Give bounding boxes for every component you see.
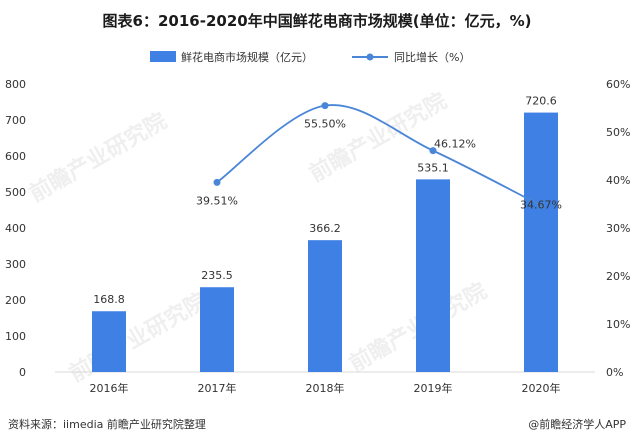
bar <box>308 240 342 372</box>
growth-point <box>321 102 329 110</box>
y-right-tick-label: 40% <box>606 174 630 187</box>
y-left-tick-label: 0 <box>19 366 26 379</box>
legend-line-label: 同比增长（%） <box>394 50 470 64</box>
y-right-tick-label: 0% <box>606 366 623 379</box>
x-tick-label: 2016年 <box>90 381 129 395</box>
x-tick-label: 2017年 <box>198 381 237 395</box>
x-tick-label: 2018年 <box>306 381 345 395</box>
y-right-tick-label: 60% <box>606 78 630 91</box>
growth-data-label: 34.67% <box>520 199 562 212</box>
chart-title: 图表6：2016-2020年中国鲜花电商市场规模(单位：亿元，%) <box>102 12 532 30</box>
y-left-tick-label: 500 <box>5 186 26 199</box>
bar-data-label: 168.8 <box>93 293 125 306</box>
growth-data-label: 55.50% <box>304 118 346 131</box>
legend-line-marker <box>366 53 374 61</box>
bar <box>200 287 234 372</box>
bar-data-label: 366.2 <box>309 222 341 235</box>
y-left-tick-label: 200 <box>5 294 26 307</box>
growth-line <box>216 104 542 207</box>
y-right-tick-label: 10% <box>606 318 630 331</box>
y-left-tick-label: 400 <box>5 222 26 235</box>
y-left-tick-label: 300 <box>5 258 26 271</box>
source-note: 资料来源：iimedia 前瞻产业研究院整理 <box>8 418 206 431</box>
y-left-tick-label: 700 <box>5 114 26 127</box>
x-tick-label: 2019年 <box>414 381 453 395</box>
bar <box>524 112 558 373</box>
bar-data-label: 235.5 <box>201 269 233 282</box>
bar-data-label: 535.1 <box>417 161 449 174</box>
growth-point <box>537 202 545 210</box>
bar <box>416 179 450 372</box>
y-left-tick-label: 100 <box>5 330 26 343</box>
y-right-tick-label: 30% <box>606 222 630 235</box>
growth-point <box>429 147 437 155</box>
bar <box>92 311 126 372</box>
credit-note: @前瞻经济学人APP <box>528 418 626 431</box>
y-right-tick-label: 50% <box>606 126 630 139</box>
x-tick-label: 2020年 <box>522 381 561 395</box>
y-left-tick-label: 800 <box>5 78 26 91</box>
bar-data-label: 720.6 <box>525 95 557 108</box>
legend-bar-swatch <box>150 51 176 62</box>
y-right-tick-label: 20% <box>606 270 630 283</box>
y-left-tick-label: 600 <box>5 150 26 163</box>
legend-bar-label: 鲜花电商市场规模（亿元） <box>181 50 313 64</box>
growth-point <box>213 178 221 186</box>
growth-data-label: 39.51% <box>196 194 238 207</box>
growth-data-label: 46.12% <box>434 138 476 151</box>
